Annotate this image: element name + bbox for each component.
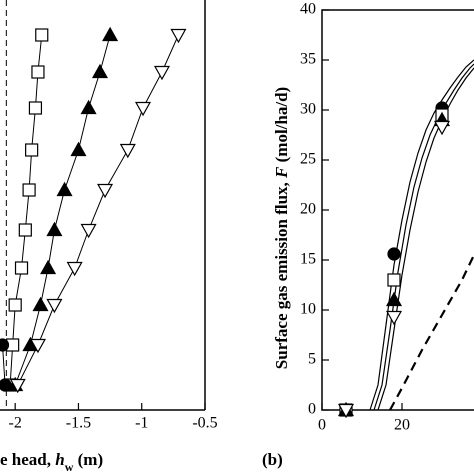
series-line [2, 344, 6, 386]
marker-circle [0, 338, 10, 352]
marker-triangle-up [80, 99, 97, 115]
y-tick-label: 25 [300, 151, 316, 168]
marker-triangle-down [66, 261, 83, 277]
marker-circle [0, 378, 12, 392]
panel-b: 051015202530354002040Surface gas emissio… [262, 1, 474, 469]
series-line [9, 34, 43, 386]
x-tick-label: -2 [9, 415, 22, 432]
marker-triangle-up [70, 141, 87, 157]
marker-square [28, 101, 43, 115]
marker-triangle-down [337, 403, 355, 419]
y-tick-label: 10 [300, 301, 316, 318]
marker-triangle-up [56, 181, 73, 197]
marker-triangle-down [433, 120, 451, 136]
marker-triangle-down [170, 28, 187, 44]
label-part: Surface gas emission flux, [272, 178, 291, 369]
marker-triangle-up [91, 63, 108, 79]
x-tick-label: 0 [318, 417, 326, 434]
marker-square [18, 223, 32, 237]
y-tick-label: 0 [308, 401, 316, 418]
marker-triangle-up [46, 221, 63, 237]
marker-triangle-up [102, 26, 119, 42]
marker-triangle-up [385, 291, 403, 307]
marker-triangle-down [46, 298, 63, 314]
y-tick-label: 20 [300, 201, 316, 218]
x-tick-label: 20 [394, 417, 410, 434]
label-part: (mol/ha/d) [272, 87, 291, 167]
plot-frame [321, 9, 474, 411]
marker-triangle-down [119, 143, 136, 159]
label-part: e head, [0, 450, 55, 469]
model-curve [389, 254, 474, 411]
marker-square [14, 261, 29, 275]
marker-triangle-up [40, 259, 57, 275]
label-part: F [272, 166, 291, 179]
marker-square [387, 273, 401, 287]
marker-square [35, 28, 49, 42]
label-part: w [65, 460, 74, 474]
marker-square [8, 298, 22, 312]
marker-circle [387, 247, 401, 261]
y-axis-label: Surface gas emission flux, F (mol/ha/d) [272, 87, 291, 369]
y-tick-label: 35 [300, 51, 316, 68]
marker-square [31, 65, 45, 79]
y-tick-label: 40 [300, 1, 316, 18]
x-tick-label: -0.5 [192, 415, 217, 432]
marker-square [22, 183, 36, 197]
label-part: (m) [73, 450, 103, 469]
y-tick-label: 30 [300, 101, 316, 118]
marker-triangle-down [80, 223, 97, 239]
model-curve [373, 63, 474, 411]
series-line [14, 34, 111, 386]
marker-triangle-up [32, 296, 49, 312]
marker-triangle-down [385, 310, 403, 326]
y-tick-label: 15 [300, 251, 316, 268]
y-tick-label: 5 [308, 351, 316, 368]
x-tick-label: -1.5 [66, 415, 91, 432]
marker-triangle-down [9, 378, 26, 394]
panel-a: -2 -1.5 -1 -0.5 e head, hw (m) [0, 0, 218, 474]
marker-square [25, 143, 39, 157]
x-axis-label: e head, hw (m) [0, 450, 103, 474]
model-curve [377, 67, 474, 411]
series-line [17, 34, 179, 386]
model-curve [369, 59, 474, 411]
label-part: h [55, 450, 64, 469]
x-tick-label: -1 [135, 415, 148, 432]
marker-triangle-down [153, 65, 170, 81]
marker-triangle-down [97, 183, 114, 199]
panel-label: (b) [262, 450, 283, 469]
marker-triangle-down [134, 101, 152, 117]
marker-triangle-down [29, 338, 46, 354]
